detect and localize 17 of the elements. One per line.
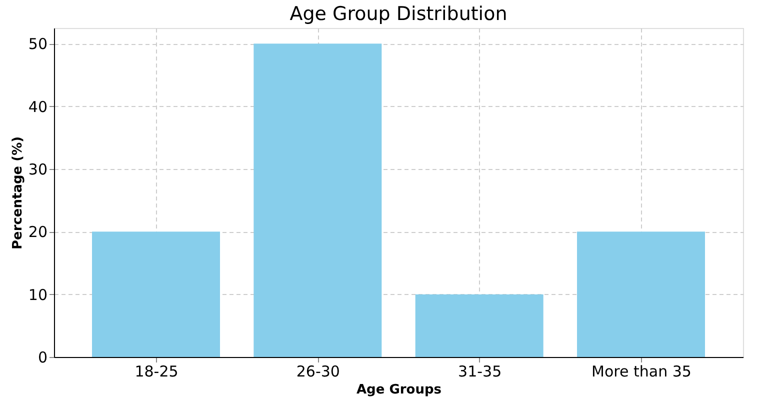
y-tick-label: 30: [28, 160, 48, 178]
y-tick-label: 50: [28, 35, 48, 54]
bar: [415, 294, 544, 357]
x-axis-title: Age Groups: [356, 382, 442, 398]
y-tick-label: 10: [28, 286, 48, 304]
y-tick-label: 0: [38, 348, 48, 366]
bar: [577, 232, 705, 357]
bar: [254, 44, 382, 357]
y-axis-title: Percentage (%): [10, 136, 26, 250]
y-tick-label: 40: [28, 98, 48, 116]
bar: [92, 232, 220, 357]
x-tick-label: 26-30: [296, 362, 340, 380]
chart-title: Age Group Distribution: [290, 3, 508, 25]
x-tick-label: 31-35: [458, 362, 502, 380]
x-tick-label: 18-25: [134, 362, 178, 380]
y-tick-label: 20: [28, 223, 48, 242]
x-tick-label: More than 35: [592, 362, 692, 380]
